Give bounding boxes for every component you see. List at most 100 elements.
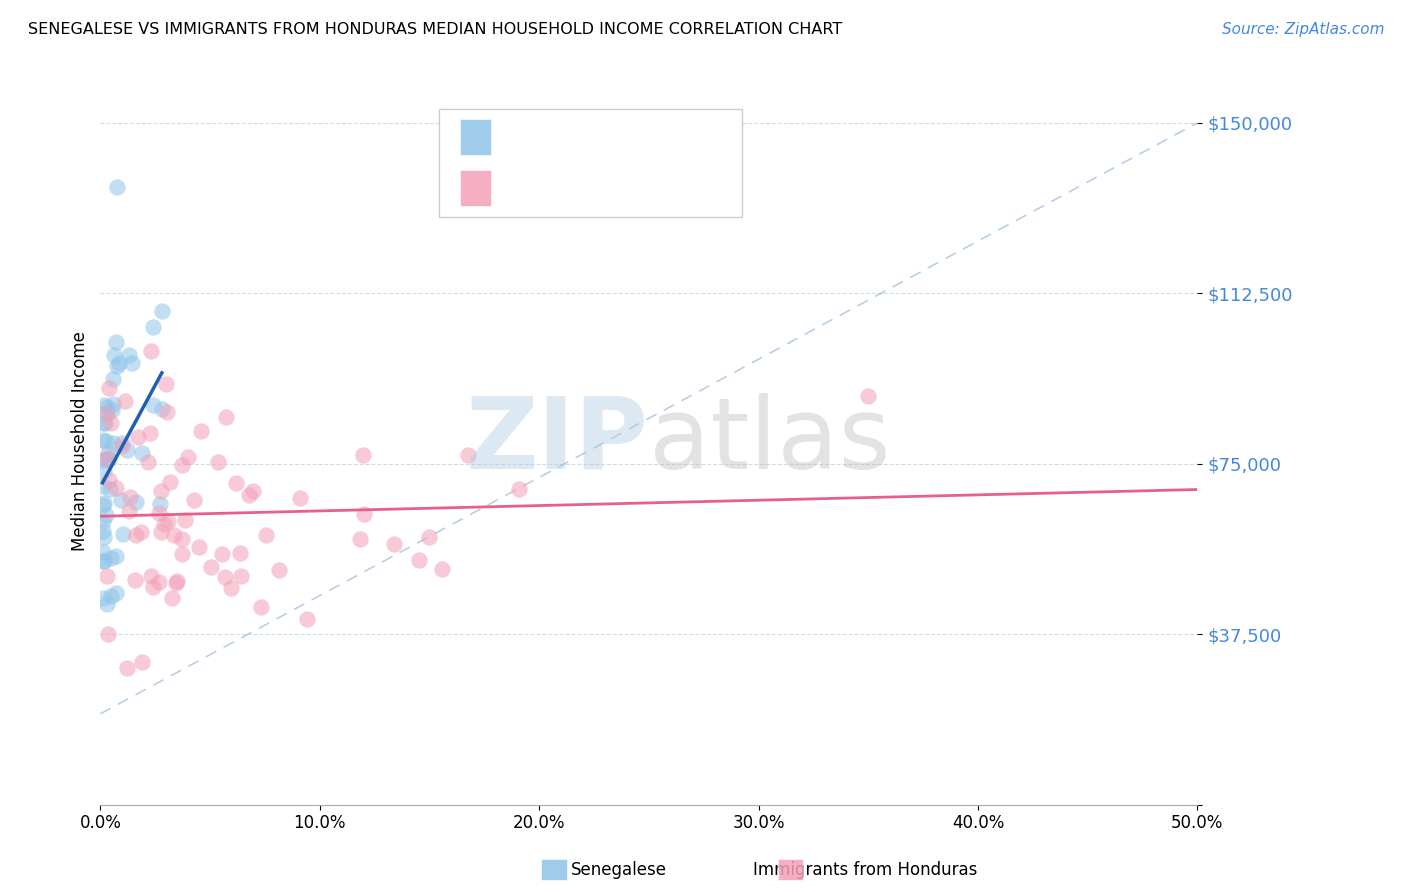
Point [170,458,193,473]
Point [100,416,122,430]
Point [152,516,174,531]
Point [98,482,121,496]
Y-axis label: Median Household Income: Median Household Income [72,331,89,551]
Text: R =: R = [502,185,541,202]
Point [96,508,118,522]
Point [98,381,121,395]
Point [100,550,122,565]
Point [105,481,128,495]
Point [121,356,143,370]
Point [108,356,131,370]
Point [115,661,138,675]
Point [215,409,238,424]
Point [96,597,118,611]
Point [457,448,479,462]
Point [131,655,153,669]
Point [288,491,311,505]
Point [382,537,405,551]
Point [148,574,170,589]
Point [97,473,120,487]
Text: 69: 69 [626,185,657,202]
Point [93,398,115,412]
Point [214,570,236,584]
Point [91,434,114,448]
Point [183,493,205,508]
Point [110,492,132,507]
Text: R =: R = [502,133,541,152]
Point [160,591,183,606]
Point [148,506,170,520]
Point [124,573,146,587]
Point [142,581,165,595]
Point [103,348,125,362]
Point [114,394,136,409]
Point [96,450,118,465]
Point [219,581,242,595]
Point [165,576,187,591]
Point [101,402,124,417]
Point [96,452,118,467]
Point [141,344,163,359]
Point [211,547,233,561]
Point [155,377,177,392]
Point [129,524,152,539]
Point [93,554,115,568]
Point [170,532,193,546]
Point [352,448,374,462]
Point [142,319,165,334]
Point [93,416,115,430]
Point [96,568,118,582]
Point [118,504,141,518]
Point [267,562,290,576]
Text: ZIP: ZIP [465,392,648,490]
Point [148,497,170,511]
Point [150,304,173,318]
Point [353,508,375,522]
Text: N =: N = [591,185,643,202]
Point [139,569,162,583]
Point [139,425,162,440]
Point [96,407,118,421]
Point [155,405,177,419]
Point [163,528,186,542]
Point [174,513,197,527]
Point [91,553,114,567]
Point [207,455,229,469]
Point [166,574,188,588]
Text: SENEGALESE VS IMMIGRANTS FROM HONDURAS MEDIAN HOUSEHOLD INCOME CORRELATION CHART: SENEGALESE VS IMMIGRANTS FROM HONDURAS M… [28,22,842,37]
Point [101,397,124,411]
Point [96,400,118,414]
Point [156,515,179,529]
Point [91,545,114,559]
Point [105,334,128,349]
Point [229,546,252,560]
Point [91,498,114,512]
Text: Immigrants from Honduras: Immigrants from Honduras [752,861,977,879]
Point [103,436,125,450]
Point [105,549,128,563]
Point [176,450,198,464]
Point [150,402,173,417]
Point [858,389,880,403]
Point [131,445,153,459]
Point [170,547,193,561]
Point [94,434,117,449]
Point [111,439,134,453]
Point [97,627,120,641]
Point [127,430,149,444]
Point [93,495,115,509]
Text: N =: N = [586,133,638,152]
Point [105,359,128,373]
Point [93,529,115,543]
Point [105,586,128,600]
Point [430,562,453,576]
Point [91,453,114,467]
Point [225,476,247,491]
Point [149,484,172,499]
Point [97,452,120,467]
Point [231,568,253,582]
Text: Senegalese: Senegalese [571,861,666,879]
Point [418,530,440,544]
Point [187,541,209,555]
Point [408,553,430,567]
